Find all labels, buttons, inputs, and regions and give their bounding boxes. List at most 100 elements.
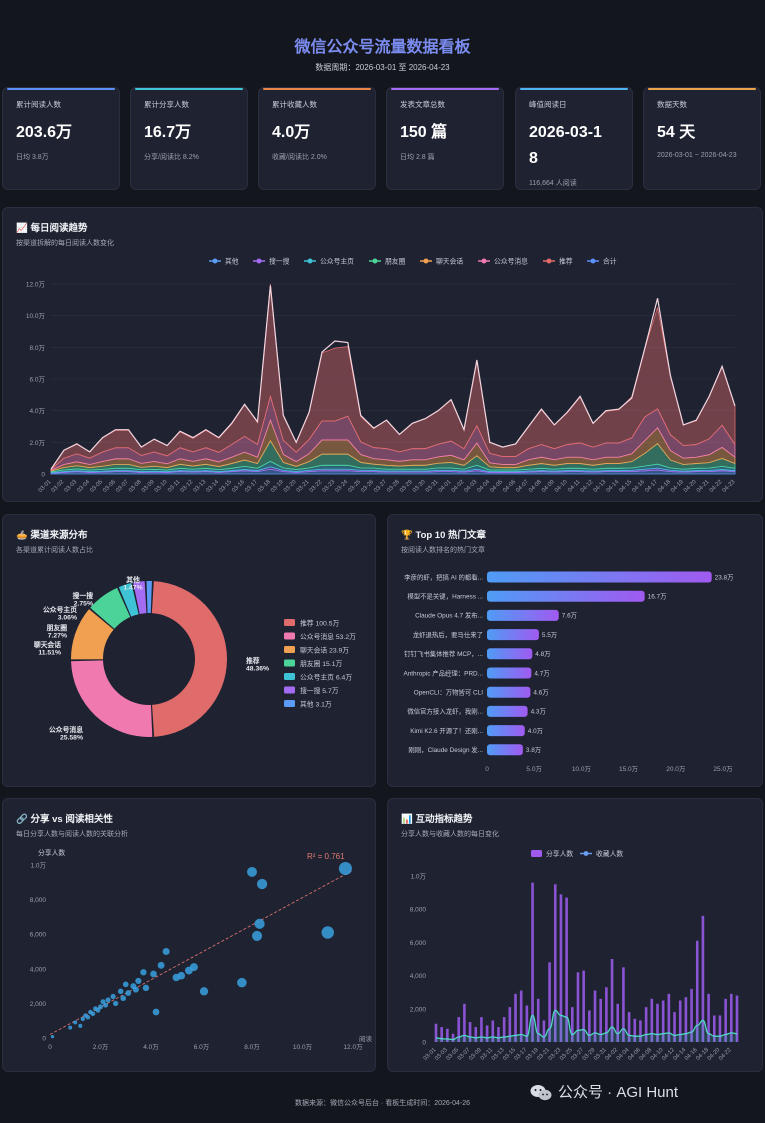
scatter-point <box>199 987 209 996</box>
bar-value-label: 4.3万 <box>531 708 546 716</box>
bar-value-label: 5.5万 <box>542 631 557 639</box>
x-tick-label: 04-03 <box>464 479 479 494</box>
legend-label: 公众号消息 <box>494 257 528 266</box>
share-bar <box>588 1010 591 1042</box>
x-tick-label: 2.0万 <box>93 1043 109 1051</box>
legend-label: 推荐 100.5万 <box>300 619 339 628</box>
share-bar <box>548 962 551 1042</box>
x-tick-label: 15.0万 <box>619 765 639 773</box>
wechat-logo-icon <box>530 1085 552 1101</box>
x-tick-label: 03-08 <box>128 479 143 494</box>
scatter-point <box>50 1034 55 1039</box>
panel-subtitle: 分享人数与收藏人数的每日变化 <box>401 831 499 838</box>
x-tick-label: 04-17 <box>644 479 659 494</box>
x-tick-label: 04-22 <box>718 1047 733 1062</box>
share-bar <box>678 1000 682 1042</box>
share-bar <box>690 988 693 1042</box>
share-bar <box>451 1033 455 1042</box>
panel-title: 🏆 Top 10 热门文章 <box>401 530 487 541</box>
share-bar <box>531 882 534 1042</box>
scatter-point <box>162 947 170 956</box>
data-period: 数据周期：2026-03-01 至 2026-04-23 <box>315 63 450 72</box>
legend-swatch <box>531 850 542 857</box>
kpi-accent-bar <box>7 88 115 90</box>
bar-category-label: Kimi K2.6 开源了！还刚... <box>410 726 483 735</box>
y-tick-label: 2,000 <box>410 1006 427 1013</box>
share-bar <box>593 990 597 1042</box>
scatter-point <box>105 997 111 1003</box>
panel-subtitle: 每日分享人数与阅读人数的关联分析 <box>16 831 128 838</box>
x-tick-label: 12.0万 <box>343 1043 363 1051</box>
share-read-scatter: 分享人数 0 2,000 4,000 6,000 8,000 1.0万 0 2.0万 4.0万 6.… <box>30 848 373 1051</box>
x-tick-label: 03-15 <box>218 479 233 494</box>
kpi-accent-bar <box>263 88 371 90</box>
share-bar <box>656 1003 659 1042</box>
x-tick-label: 04-01 <box>438 479 453 494</box>
scatter-point <box>142 984 150 992</box>
bar-category-label: Claude Opus 4.7 发布... <box>415 611 483 620</box>
scatter-point <box>120 995 127 1002</box>
slice-pct: 3.06% <box>58 615 77 622</box>
panel-title: 📈 每日阅读趋势 <box>16 223 88 234</box>
panel-subtitle: 按渠道拆解的每日阅读人数变化 <box>16 240 114 247</box>
x-tick-label: 4.0万 <box>143 1043 159 1051</box>
x-tick-label: 03-11 <box>167 479 181 493</box>
scatter-point <box>338 861 352 875</box>
slice-label: 公众号消息 <box>49 725 83 734</box>
share-bar <box>434 1023 438 1042</box>
slice-label: 朋友圈 <box>46 623 68 632</box>
x-tick-label: 04-20 <box>683 479 698 494</box>
donut-slice-聊天会话 <box>71 609 114 660</box>
x-tick-label: 04-04 <box>476 479 491 494</box>
share-bar <box>627 1012 631 1042</box>
daily-trend-panel: 📈 每日阅读趋势 按渠道拆解的每日阅读人数变化 0 2.0万 4.0万 6.0万 8.0… <box>2 207 763 502</box>
share-bar <box>735 995 739 1042</box>
scatter-point <box>150 970 157 978</box>
x-tick-label: 03-01 <box>38 479 53 494</box>
share-bar <box>468 1022 472 1042</box>
top10-panel: 🏆 Top 10 热门文章 按阅读人数排名的热门文章 李彦的虾，把搞 AI 的都… <box>387 514 763 787</box>
share-bar <box>701 915 705 1042</box>
share-bar <box>661 1000 665 1042</box>
x-tick-label: 04-13 <box>593 479 608 494</box>
slice-pct: 1.47% <box>123 585 142 592</box>
kpi-card-favorites: 累计收藏人数 4.0万 收藏/阅读比 2.0% <box>258 87 376 190</box>
panel-title: 📊 互动指标趋势 <box>401 814 473 825</box>
slice-label: 聊天会话 <box>34 640 61 649</box>
slice-label: 公众号主页 <box>43 605 77 614</box>
scatter-point <box>157 961 165 969</box>
x-tick-label: 04-22 <box>709 479 724 494</box>
share-bar <box>684 997 688 1042</box>
x-tick-label: 04-14 <box>606 479 621 494</box>
share-bar <box>446 1028 449 1042</box>
x-tick-label: 03-20 <box>283 479 298 494</box>
y-tick-label: 8,000 <box>30 897 47 904</box>
bar <box>487 648 533 660</box>
x-tick-label: 6.0万 <box>194 1043 210 1051</box>
donut-slice-朋友圈 <box>90 587 131 629</box>
kpi-label: 峰值阅读日 <box>529 100 567 109</box>
donut-slice-其他 <box>146 581 152 614</box>
x-tick-label: 03-29 <box>399 479 414 494</box>
scatter-point <box>256 878 268 890</box>
kpi-accent-bar <box>648 88 756 90</box>
share-bar <box>639 1020 642 1042</box>
kpi-sub: 2026-03-01 ~ 2026-04-23 <box>657 152 737 159</box>
kpi-sub: 日均 2.8 篇 <box>400 154 435 161</box>
legend-marker <box>212 258 218 264</box>
x-tick-label: 04-15 <box>618 479 633 494</box>
share-bar <box>542 1020 546 1042</box>
scatter-point <box>95 1007 101 1013</box>
x-tick-label: 10.0万 <box>572 765 592 773</box>
kpi-sub: 收藏/阅读比 2.0% <box>272 154 327 161</box>
x-tick-label: 03-30 <box>412 479 427 494</box>
share-bar <box>474 1027 478 1042</box>
x-tick-label: 03-25 <box>347 479 362 494</box>
x-tick-label: 04-18 <box>657 479 672 494</box>
scatter-point <box>100 999 106 1005</box>
legend-label: 聊天会话 <box>436 257 463 266</box>
scatter-point <box>68 1025 73 1030</box>
bar <box>487 629 539 641</box>
share-bar <box>440 1027 443 1042</box>
